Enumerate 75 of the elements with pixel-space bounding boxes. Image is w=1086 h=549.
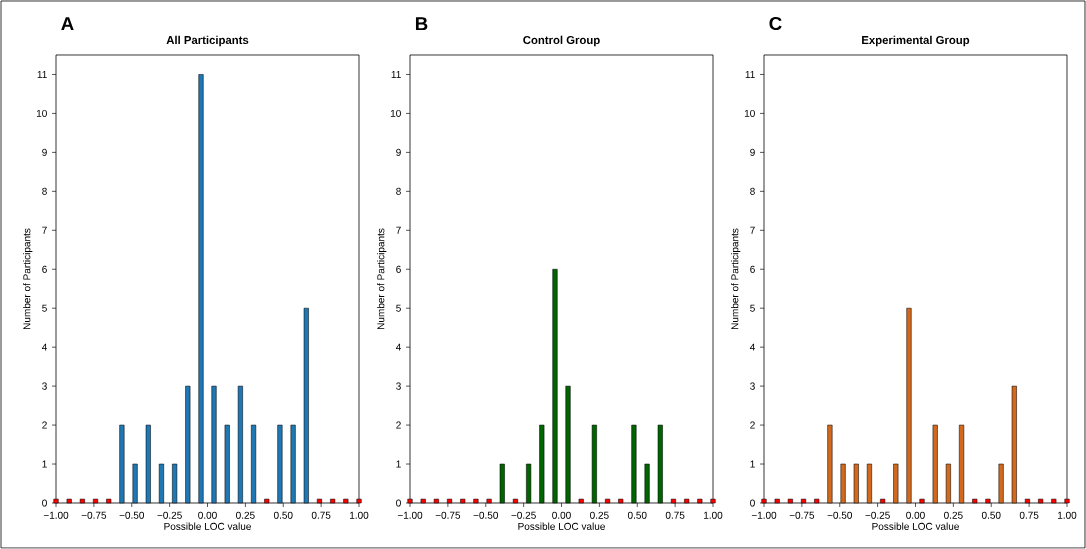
x-axis-title: Possible LOC value: [164, 522, 251, 530]
y-tick-label: 5: [750, 304, 755, 312]
chart-title: Experimental Group: [862, 35, 970, 47]
x-tick-label: 0.50: [273, 511, 293, 519]
x-axis-title: Possible LOC value: [518, 522, 605, 530]
y-tick-label: 6: [42, 265, 47, 273]
x-tick-label: 1.00: [704, 511, 723, 519]
y-tick-label: 9: [396, 148, 401, 156]
y-tick-label: 9: [42, 148, 47, 156]
y-tick-label: 6: [396, 265, 401, 273]
x-tick-label: −0.25: [865, 511, 890, 519]
x-tick-label: −0.75: [81, 511, 107, 519]
x-tick-label: 0.00: [552, 511, 571, 519]
x-tick-label: 0.25: [236, 511, 255, 519]
x-tick-label: −0.75: [435, 511, 461, 519]
y-axis-title: Number of Participants: [23, 228, 33, 330]
x-tick-label: −0.50: [827, 511, 852, 519]
y-axis-title: Number of Participants: [377, 228, 387, 330]
text: A: [61, 17, 74, 31]
y-tick-label: 10: [744, 109, 755, 117]
y-tick-label: 5: [396, 304, 401, 312]
x-tick-label: 1.00: [350, 511, 369, 519]
x-tick-label: −0.25: [157, 511, 182, 519]
text: B: [415, 17, 428, 31]
y-tick-label: 4: [41, 343, 48, 351]
y-tick-label: 3: [396, 382, 401, 390]
y-tick-label: 1: [42, 460, 47, 468]
x-tick-label: 0.00: [906, 511, 925, 519]
text: C: [769, 16, 782, 31]
y-tick-label: 2: [42, 421, 47, 429]
y-tick-label: 0: [396, 499, 401, 507]
x-tick-label: 0.75: [665, 511, 685, 519]
x-tick-label: 0.75: [1019, 511, 1039, 519]
y-tick-label: 10: [390, 109, 401, 117]
x-tick-label: 0.25: [944, 511, 963, 519]
y-tick-label: 4: [395, 343, 401, 351]
y-tick-label: 8: [42, 187, 47, 195]
y-tick-label: 2: [396, 421, 401, 429]
x-tick-label: −1.00: [43, 511, 69, 519]
y-tick-label: 6: [750, 265, 755, 273]
y-tick-label: 7: [42, 226, 47, 234]
y-tick-label: 7: [396, 226, 401, 234]
chart-title: All Participants: [166, 35, 249, 47]
y-tick-label: 8: [396, 187, 401, 195]
y-tick-label: 1: [750, 460, 755, 468]
y-tick-label: 11: [745, 71, 755, 78]
x-tick-label: −0.50: [473, 511, 499, 519]
y-axis-title: Number of Participants: [731, 228, 741, 330]
x-tick-label: 0.50: [627, 511, 647, 519]
x-tick-label: 0.75: [311, 511, 331, 519]
y-tick-label: 11: [391, 71, 401, 78]
x-tick-label: −0.25: [511, 511, 536, 519]
x-tick-label: 1.00: [1058, 511, 1077, 519]
x-tick-label: −0.50: [119, 511, 145, 519]
y-tick-label: 0: [42, 499, 47, 507]
y-tick-label: 0: [750, 499, 755, 507]
x-tick-label: −1.00: [751, 511, 777, 519]
x-tick-label: 0.50: [981, 511, 1001, 519]
y-tick-label: 10: [36, 109, 47, 117]
x-axis-title: Possible LOC value: [872, 522, 959, 530]
y-tick-label: 11: [37, 71, 47, 78]
y-tick-label: 9: [750, 148, 755, 156]
y-tick-label: 5: [42, 304, 47, 312]
y-tick-label: 4: [749, 343, 755, 351]
y-tick-label: 8: [750, 187, 755, 195]
y-tick-label: 1: [396, 460, 401, 468]
y-tick-label: 3: [42, 382, 47, 390]
x-tick-label: 0.00: [198, 511, 217, 519]
chart-title: Control Group: [523, 35, 600, 47]
y-tick-label: 7: [750, 226, 755, 234]
x-tick-label: −1.00: [397, 511, 423, 519]
y-tick-label: 2: [750, 421, 755, 429]
y-tick-label: 3: [750, 382, 755, 390]
x-tick-label: −0.75: [789, 511, 815, 519]
x-tick-label: 0.25: [590, 511, 609, 519]
